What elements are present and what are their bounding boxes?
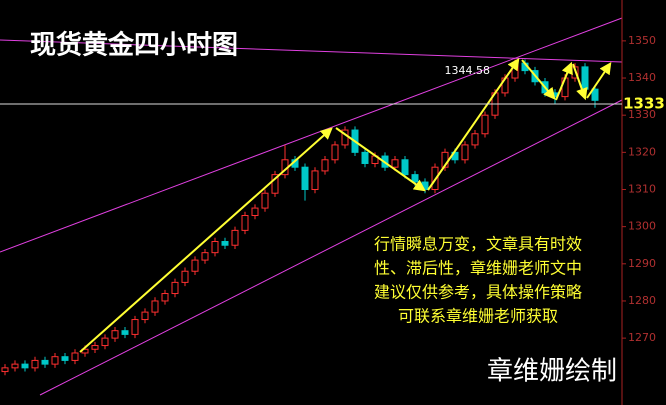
arrows	[79, 58, 612, 353]
y-tick-label: 1330	[628, 108, 656, 121]
candle-body	[251, 207, 259, 217]
candle-body	[91, 345, 99, 350]
arrow	[586, 62, 612, 99]
candle-body	[71, 352, 79, 361]
candle-body	[261, 192, 269, 209]
candle-body	[301, 166, 309, 190]
candle-body	[11, 363, 19, 369]
y-tick-label: 1320	[628, 145, 656, 158]
candle-body	[271, 174, 279, 194]
y-tick-label: 1340	[628, 71, 656, 84]
candle-body	[191, 259, 199, 272]
candle-body	[331, 144, 339, 161]
candle-body	[61, 356, 69, 361]
candle-body	[411, 174, 419, 183]
candle-body	[51, 356, 59, 365]
candle-body	[21, 363, 29, 369]
y-tick-label: 1350	[628, 34, 656, 47]
y-tick-label: 1290	[628, 257, 656, 270]
candle-body	[391, 159, 399, 168]
channel-upper	[0, 17, 623, 253]
candle-body	[181, 270, 189, 283]
candle-body	[111, 330, 119, 339]
candle-body	[1, 367, 9, 373]
candle-body	[461, 144, 469, 161]
candle-body	[101, 337, 109, 347]
y-tick-label: 1280	[628, 294, 656, 307]
candle-body	[401, 159, 409, 176]
y-tick-label: 1300	[628, 220, 656, 233]
candle-body	[311, 170, 319, 190]
candle-body	[211, 241, 219, 254]
note: 可联系章维姗老师获取	[398, 307, 558, 326]
channel-lower	[39, 99, 623, 396]
candle-body	[31, 359, 39, 369]
candle-body	[121, 330, 129, 335]
level-label: 1333	[623, 95, 665, 113]
candle-body	[131, 319, 139, 335]
arrow	[427, 58, 520, 191]
candle-body	[591, 88, 599, 101]
note: 行情瞬息万变，文章具有时效	[374, 235, 582, 254]
candle-body	[481, 114, 489, 135]
trend-lines	[0, 17, 623, 396]
arrow	[79, 127, 333, 353]
candle-body	[201, 252, 209, 261]
y-tick-label: 1310	[628, 182, 656, 195]
note: 建议仅供参考，具体操作策略	[374, 283, 582, 302]
candle-body	[321, 159, 329, 172]
high-label: 1344.58	[445, 64, 491, 77]
candle-body	[221, 241, 229, 246]
candle-body	[141, 311, 149, 321]
note: 性、滞后性，章维姗老师文中	[374, 259, 582, 278]
signature: 章维姗绘制	[487, 357, 617, 387]
arrow	[335, 127, 426, 192]
candle-body	[361, 151, 369, 164]
candle-body	[161, 293, 169, 302]
candle-body	[241, 215, 249, 231]
arrow	[555, 61, 573, 101]
chart-title: 现货黄金四小时图	[30, 30, 238, 61]
candle-body	[151, 300, 159, 313]
candle-body	[41, 359, 49, 365]
candle-body	[471, 133, 479, 146]
arrow	[572, 63, 588, 101]
candle-body	[581, 66, 589, 90]
candle-body	[231, 229, 239, 246]
arrow	[521, 59, 556, 100]
candle-body	[171, 281, 179, 295]
y-tick-label: 1270	[628, 331, 656, 344]
